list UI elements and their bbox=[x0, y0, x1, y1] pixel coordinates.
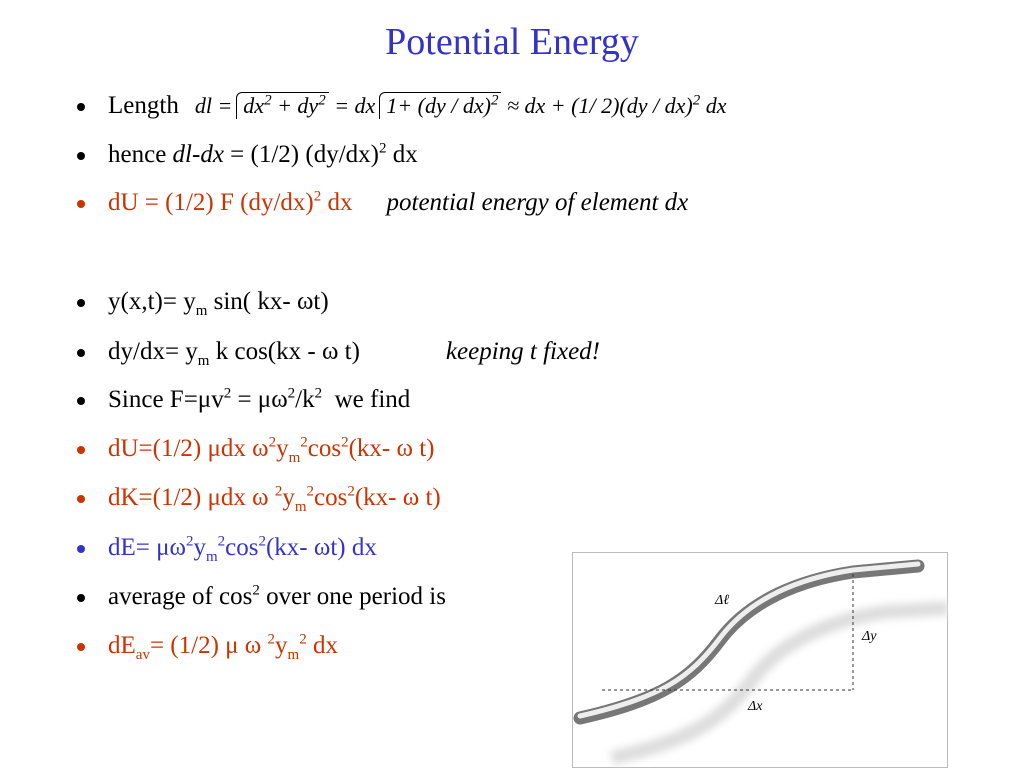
text: = dx bbox=[334, 93, 376, 118]
text: 1+ (dy / dx) bbox=[386, 93, 491, 118]
text: Since F=μv bbox=[108, 386, 224, 413]
text: dl = bbox=[194, 93, 233, 118]
text: dy/dx= y bbox=[108, 338, 198, 365]
text: dx bbox=[243, 93, 265, 118]
sup: 2 bbox=[314, 385, 323, 402]
sup: 2 bbox=[347, 483, 355, 500]
bullet: Length dl = dx2 + dy2 = dx 1+ (dy / dx)2 ≈ … bbox=[77, 91, 727, 121]
sup: 2 bbox=[378, 140, 387, 157]
sup: 2 bbox=[274, 483, 283, 500]
sup: 2 bbox=[258, 533, 266, 550]
shadow bbox=[610, 601, 948, 765]
text: dx bbox=[386, 141, 418, 168]
bullet: dU=(1/2) μdx ω2ym2cos2(kx- ω t) bbox=[77, 434, 435, 466]
string-highlight bbox=[577, 561, 921, 719]
text: ≈ dx + (1/ 2)(dy / dx) bbox=[506, 93, 693, 118]
bullet: dU = (1/2) F (dy/dx)2 dx potential energy… bbox=[77, 188, 689, 218]
text: dx bbox=[321, 189, 353, 216]
sup: 2 bbox=[306, 483, 315, 500]
text: y(x,t)= y bbox=[108, 288, 196, 315]
text: y bbox=[276, 435, 289, 462]
figure-frame bbox=[572, 552, 948, 768]
text: average of cos bbox=[108, 583, 253, 610]
sub: m bbox=[197, 353, 210, 369]
text: y bbox=[193, 534, 206, 561]
bullet: Since F=μv2 = μω2/k2 we find bbox=[77, 385, 411, 415]
sub: av bbox=[135, 647, 150, 663]
text: (kx- ω t) bbox=[348, 435, 435, 462]
text: (kx- ωt) dx bbox=[265, 534, 377, 561]
bullet: dEav= (1/2) μ ω 2ym2 dx bbox=[77, 631, 338, 663]
sup: 2 bbox=[223, 385, 232, 402]
bullet: average of cos2 over one period is bbox=[77, 582, 446, 612]
sub: m bbox=[294, 499, 307, 515]
bullet: dE= μω2ym2cos2(kx- ωt) dx bbox=[77, 533, 377, 565]
bullet: y(x,t)= ym sin( kx- ωt) bbox=[77, 287, 329, 319]
string-figure: Δℓ Δy Δx bbox=[572, 552, 948, 768]
text: /k bbox=[295, 386, 315, 413]
label: Δx bbox=[747, 699, 763, 714]
text: y bbox=[282, 484, 295, 511]
text: dE= μω bbox=[108, 534, 186, 561]
sup: 2 bbox=[318, 92, 326, 109]
note: potential energy of element dx bbox=[386, 189, 689, 216]
text: dE bbox=[108, 632, 136, 659]
label: Δy bbox=[861, 629, 877, 644]
note: keeping t fixed! bbox=[445, 338, 601, 365]
text: dU = (1/2) F (dy/dx) bbox=[108, 189, 314, 216]
text: dl-dx bbox=[172, 141, 224, 168]
sup: 2 bbox=[268, 434, 277, 451]
sup: 2 bbox=[692, 92, 701, 109]
text: k cos(kx - ω t) bbox=[209, 338, 360, 365]
sup: 2 bbox=[341, 434, 349, 451]
sup: 2 bbox=[490, 92, 499, 109]
text: + dy bbox=[277, 93, 319, 118]
text: dx bbox=[705, 93, 727, 118]
title: Potential Energy bbox=[385, 21, 639, 63]
sup: 2 bbox=[264, 92, 272, 109]
text: = (1/2) (dy/dx) bbox=[223, 141, 379, 168]
text: Length bbox=[108, 92, 179, 119]
sup: 2 bbox=[267, 631, 276, 648]
text: over one period is bbox=[259, 583, 446, 610]
bullet: hence dl-dx = (1/2) (dy/dx)2 dx bbox=[77, 140, 418, 170]
text: cos bbox=[225, 534, 259, 561]
sup: 2 bbox=[299, 631, 307, 648]
text: cos bbox=[314, 484, 348, 511]
sup: 2 bbox=[300, 434, 308, 451]
sup: 2 bbox=[185, 533, 194, 550]
sup: 2 bbox=[287, 385, 296, 402]
text: (kx- ω t) bbox=[354, 484, 441, 511]
text: hence bbox=[108, 141, 173, 168]
text: sin( kx- ωt) bbox=[207, 288, 329, 315]
text: dU=(1/2) μdx ω bbox=[108, 435, 269, 462]
sub: m bbox=[287, 647, 300, 663]
text: = μω bbox=[231, 386, 288, 413]
sub: m bbox=[195, 303, 208, 319]
label: Δℓ bbox=[714, 593, 729, 608]
sub: m bbox=[205, 549, 218, 565]
bullet: dK=(1/2) μdx ω 2ym2cos2(kx- ω t) bbox=[77, 483, 441, 515]
text: we find bbox=[322, 386, 411, 413]
text: y bbox=[275, 632, 288, 659]
text: dK=(1/2) μdx ω bbox=[108, 484, 275, 511]
sub: m bbox=[288, 450, 301, 466]
text: dx bbox=[306, 632, 338, 659]
text: = (1/2) μ ω bbox=[149, 632, 268, 659]
text: cos bbox=[307, 435, 342, 462]
sup: 2 bbox=[313, 188, 322, 205]
sup: 2 bbox=[217, 533, 226, 550]
sup: 2 bbox=[252, 582, 260, 599]
bullet: dy/dx= ym k cos(kx - ω t) keeping t fixed… bbox=[77, 337, 601, 369]
equation: dl = dx2 + dy2 = dx 1+ (dy / dx)2 ≈ dx + (… bbox=[194, 92, 727, 119]
